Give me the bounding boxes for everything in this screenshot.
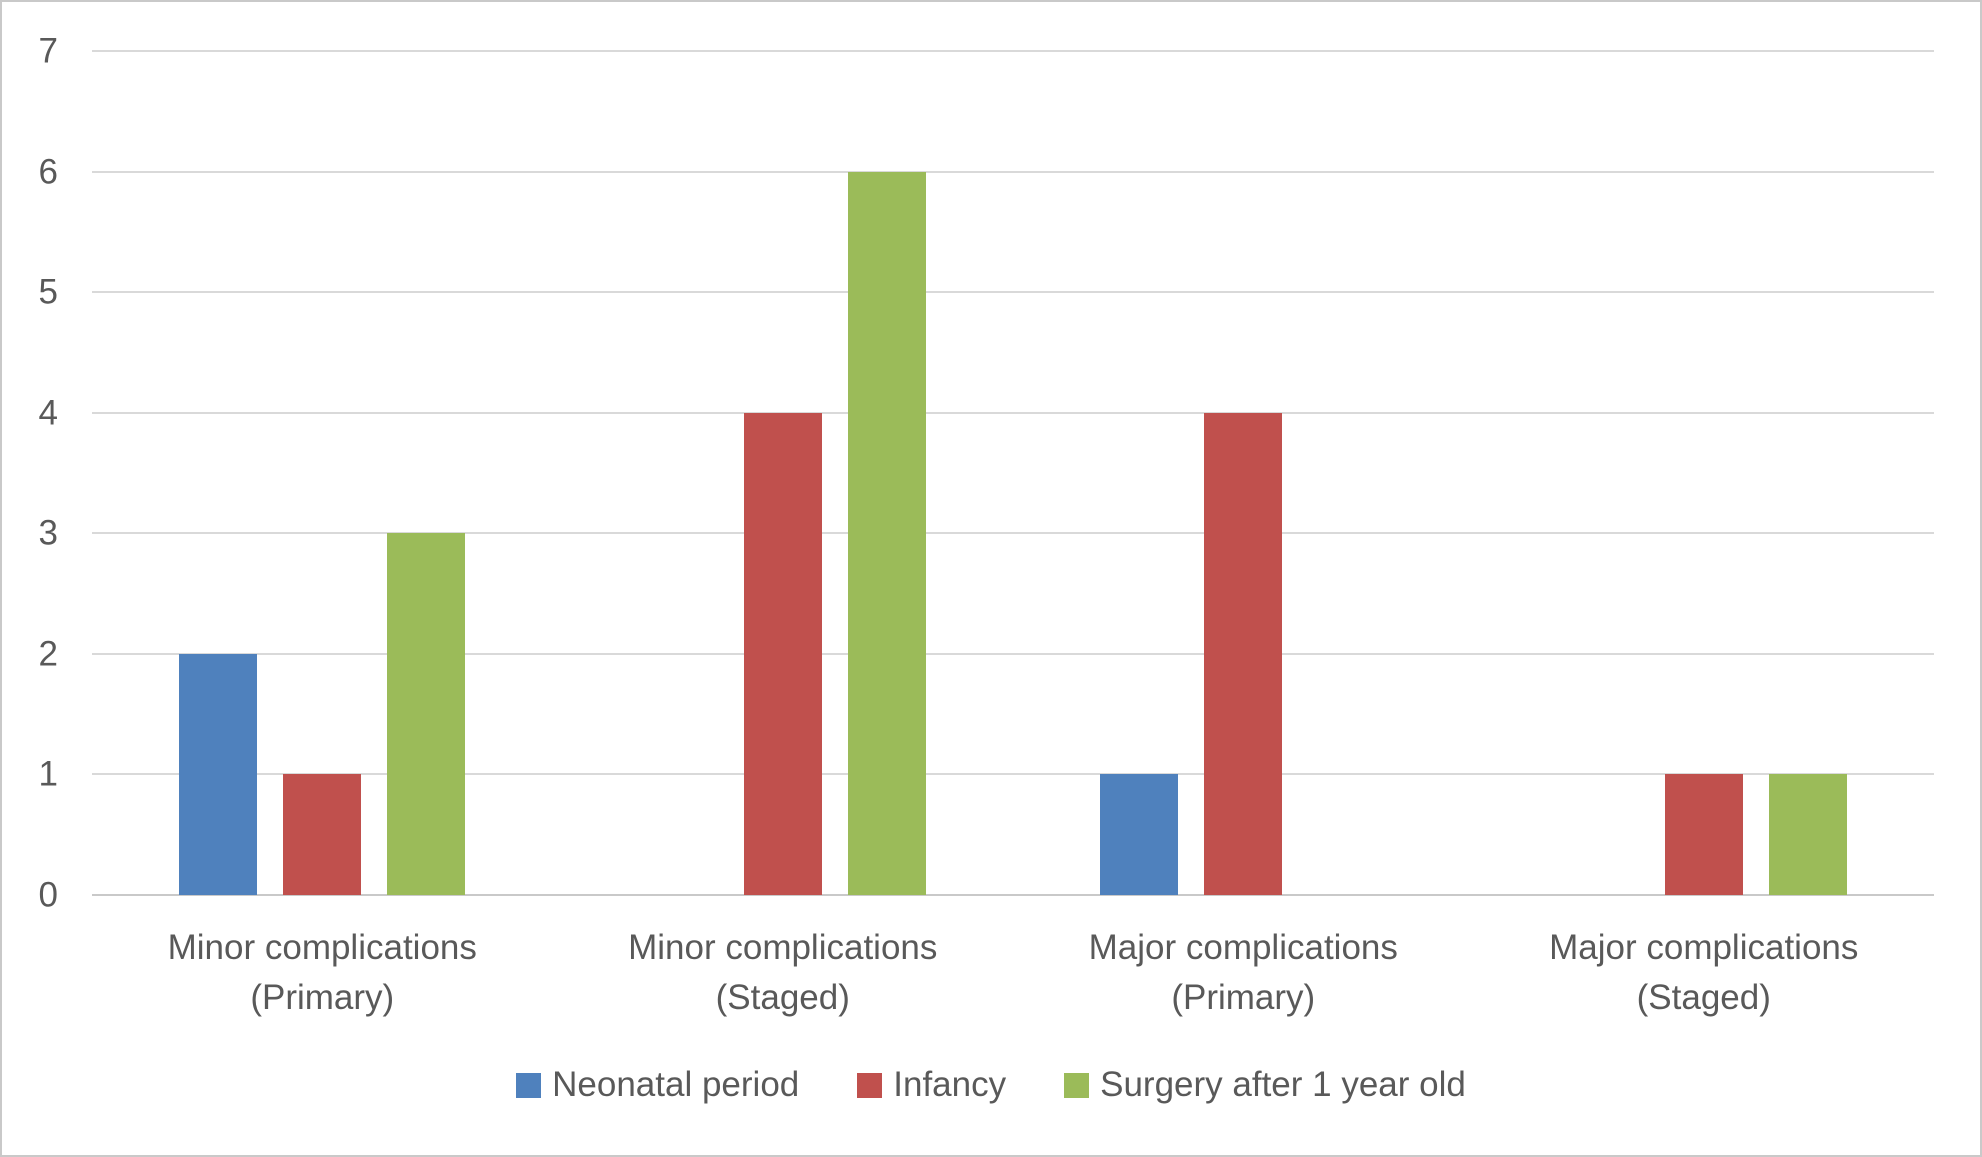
legend-item: Infancy xyxy=(857,1060,1006,1110)
y-tick-label: 0 xyxy=(38,875,58,915)
y-tick-label: 6 xyxy=(38,152,58,192)
y-axis: 0 1 2 3 4 5 6 7 xyxy=(2,34,58,913)
x-category-label: Major complications (Staged) xyxy=(1549,928,1859,1017)
legend-item: Surgery after 1 year old xyxy=(1064,1060,1466,1110)
legend-label: Infancy xyxy=(893,1065,1007,1104)
gridline xyxy=(92,50,1934,52)
bar-surgery-after-1-year-old-cat2 xyxy=(847,171,926,895)
y-tick-label: 2 xyxy=(38,634,58,674)
plot-area xyxy=(92,50,1934,896)
bar-surgery-after-1-year-old-cat4 xyxy=(1768,774,1847,895)
bar-infancy-cat4 xyxy=(1664,774,1743,895)
x-axis-category-labels: Minor complications (Primary) Minor compl… xyxy=(92,923,1934,1023)
bar-neonatal-period-cat3 xyxy=(1100,774,1179,895)
gridline xyxy=(92,291,1934,294)
bar-infancy-cat2 xyxy=(743,412,822,895)
gridline xyxy=(92,411,1934,414)
legend-label: Surgery after 1 year old xyxy=(1100,1065,1466,1104)
legend: Neonatal period Infancy Surgery after 1 ye… xyxy=(2,1060,1980,1110)
legend-label: Neonatal period xyxy=(552,1065,800,1104)
legend-swatch-icon xyxy=(1064,1072,1090,1098)
y-tick-label: 7 xyxy=(38,31,58,71)
x-category-label: Minor complications (Primary) xyxy=(167,928,477,1017)
y-tick-label: 3 xyxy=(38,513,58,553)
bar-infancy-cat3 xyxy=(1204,412,1283,895)
x-category-label: Major complications (Primary) xyxy=(1088,928,1398,1017)
bar-neonatal-period-cat1 xyxy=(179,653,258,895)
y-tick-label: 1 xyxy=(38,754,58,794)
x-category-label: Minor complications (Staged) xyxy=(628,928,938,1017)
bar-infancy-cat1 xyxy=(283,774,362,895)
y-tick-label: 5 xyxy=(38,272,58,312)
legend-swatch-icon xyxy=(857,1072,883,1098)
gridline xyxy=(92,652,1934,655)
gridline xyxy=(92,773,1934,776)
gridline xyxy=(92,532,1934,535)
legend-swatch-icon xyxy=(516,1072,542,1098)
bar-surgery-after-1-year-old-cat1 xyxy=(387,533,466,895)
gridline xyxy=(92,170,1934,173)
legend-item: Neonatal period xyxy=(516,1060,799,1110)
y-tick-label: 4 xyxy=(38,393,58,433)
x-axis-line xyxy=(92,894,1934,896)
